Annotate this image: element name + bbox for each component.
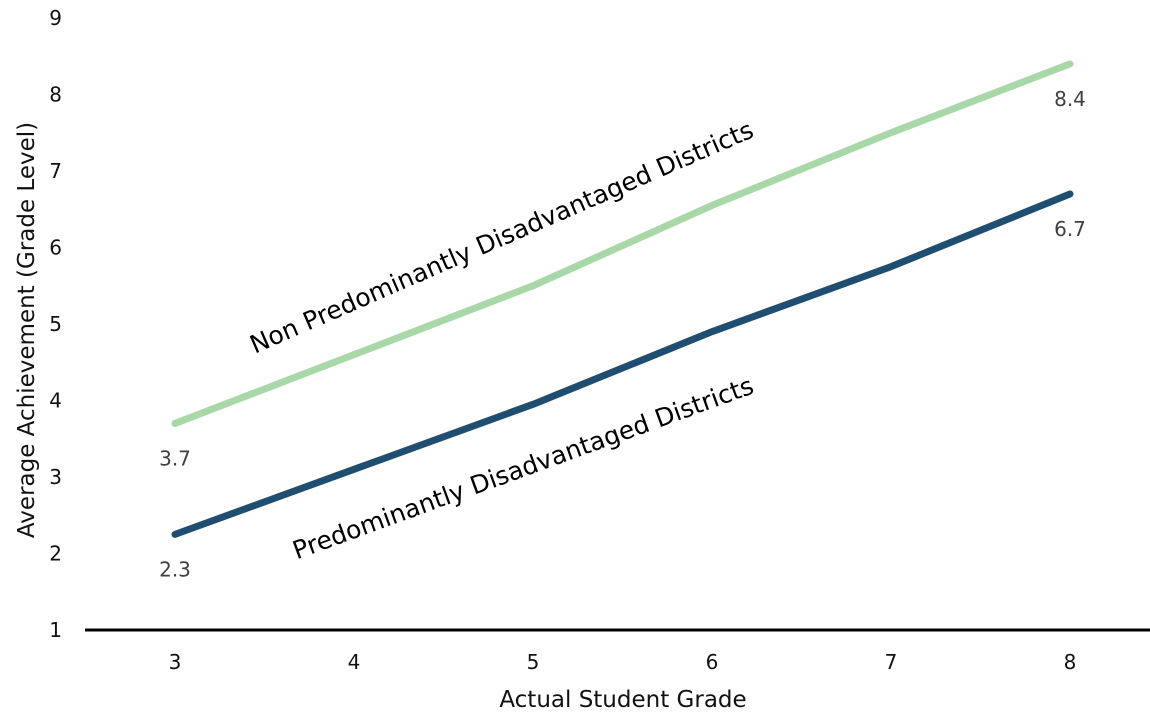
y-tick-label: 9 (49, 6, 62, 30)
y-tick-label: 4 (49, 389, 62, 413)
data-labels: 3.7 8.4 2.3 6.7 (159, 87, 1086, 581)
x-tick-label: 7 (885, 650, 898, 674)
series-line-1 (171, 190, 1074, 538)
data-label: 3.7 (159, 446, 191, 470)
y-tick-label: 1 (49, 618, 62, 642)
x-tick-label: 4 (348, 650, 361, 674)
y-axis-title: Average Achievement (Grade Level) (14, 122, 40, 538)
series-line-0 (171, 60, 1074, 427)
y-tick-label: 2 (49, 542, 62, 566)
data-label: 8.4 (1054, 87, 1086, 111)
y-tick-label: 6 (49, 236, 62, 260)
y-tick-label: 5 (49, 312, 62, 336)
x-axis-ticks: 3 4 5 6 7 8 (169, 650, 1077, 674)
x-axis-title: Actual Student Grade (499, 687, 746, 713)
data-label: 2.3 (159, 557, 191, 581)
series-label-non-disadvantaged: Non Predominantly Disadvantaged District… (246, 115, 758, 359)
y-axis-ticks: 1 2 3 4 5 6 7 8 9 (49, 6, 62, 642)
y-tick-label: 8 (49, 83, 62, 107)
series-lines (171, 60, 1074, 538)
y-tick-label: 7 (49, 159, 62, 183)
x-tick-label: 5 (527, 650, 540, 674)
x-tick-label: 8 (1064, 650, 1077, 674)
data-label: 6.7 (1054, 217, 1086, 241)
y-tick-label: 3 (49, 465, 62, 489)
x-tick-label: 3 (169, 650, 182, 674)
x-tick-label: 6 (706, 650, 719, 674)
